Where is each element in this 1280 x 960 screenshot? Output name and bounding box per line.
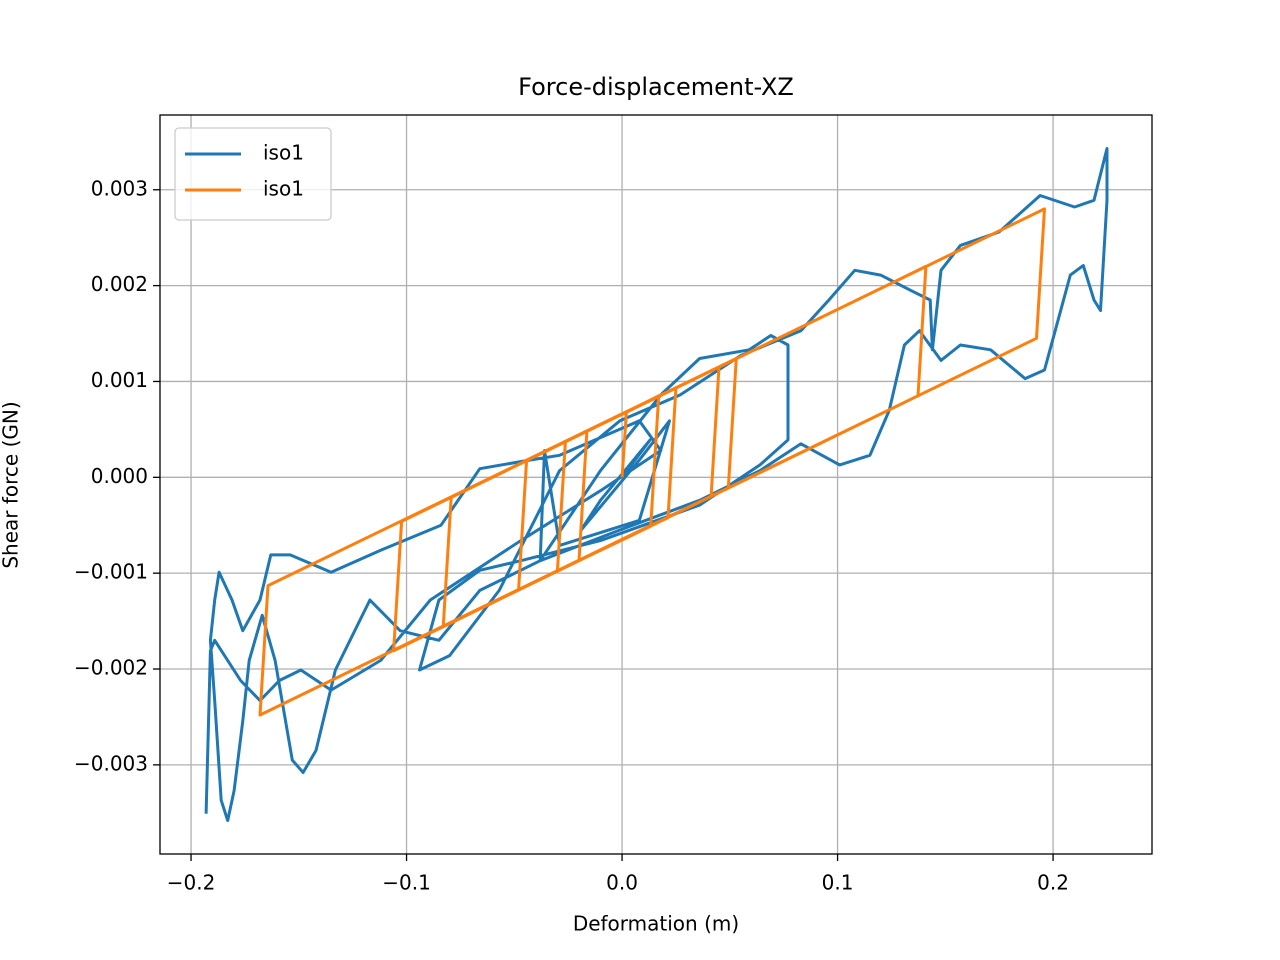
chart-title: Force-displacement-XZ [518, 73, 794, 101]
legend-label: iso1 [263, 141, 304, 165]
y-tick-label: 0.001 [91, 368, 148, 392]
x-tick-label: −0.2 [167, 871, 216, 895]
x-tick-label: 0.1 [822, 871, 854, 895]
y-tick-label: −0.001 [74, 560, 148, 584]
y-tick-label: 0.000 [91, 464, 148, 488]
plot-area [204, 147, 1109, 822]
y-tick-label: −0.002 [74, 656, 148, 680]
series-line [258, 207, 1046, 717]
y-tick-label: −0.003 [74, 751, 148, 775]
y-axis-label: Shear force (GN) [0, 401, 23, 568]
x-tick-label: 0.2 [1037, 871, 1069, 895]
x-tick-label: −0.1 [382, 871, 431, 895]
x-axis-label: Deformation (m) [573, 912, 739, 936]
x-tick-label: 0.0 [606, 871, 638, 895]
y-tick-label: 0.003 [91, 176, 148, 200]
legend-box [174, 127, 332, 221]
legend-label: iso1 [263, 177, 304, 201]
series-line [204, 147, 1109, 822]
plot-frame [159, 114, 1153, 855]
y-tick-label: 0.002 [91, 272, 148, 296]
